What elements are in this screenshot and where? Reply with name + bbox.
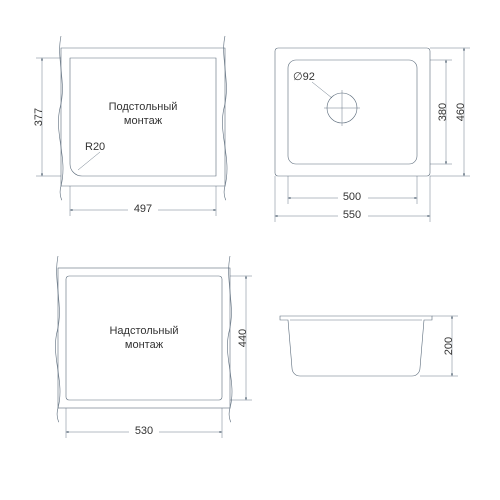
dim-500: 500 — [343, 191, 361, 203]
panel-undermount: R20 Подстольный монтаж 497 377 — [33, 36, 227, 216]
corner-radius-label: R20 — [85, 141, 105, 153]
dia-leader — [312, 82, 332, 98]
dim-440: 440 — [237, 329, 249, 347]
panel-topmount: Надстольный монтаж 530 440 — [55, 256, 252, 438]
dim-550: 550 — [343, 209, 361, 221]
undermount-label-2: монтаж — [124, 115, 163, 127]
sink-rim — [275, 48, 430, 176]
dim-460: 460 — [455, 103, 467, 121]
dim-200: 200 — [443, 337, 455, 355]
panel-topview: ∅92 500 550 380 460 — [275, 48, 470, 222]
r20-leader — [78, 152, 100, 170]
topmount-label-2: монтаж — [125, 339, 164, 351]
dim-377: 377 — [33, 108, 45, 126]
dim-380: 380 — [437, 103, 449, 121]
dim-497: 497 — [134, 203, 152, 215]
topmount-outline — [58, 268, 230, 408]
topmount-label: Надстольный — [109, 325, 178, 337]
dia-label: ∅92 — [293, 71, 315, 83]
undermount-label: Подстольный — [109, 101, 178, 113]
section-outline — [280, 316, 432, 376]
topmount-rim — [66, 276, 222, 400]
panel-section: 200 — [280, 316, 458, 376]
dim-530: 530 — [135, 425, 153, 437]
